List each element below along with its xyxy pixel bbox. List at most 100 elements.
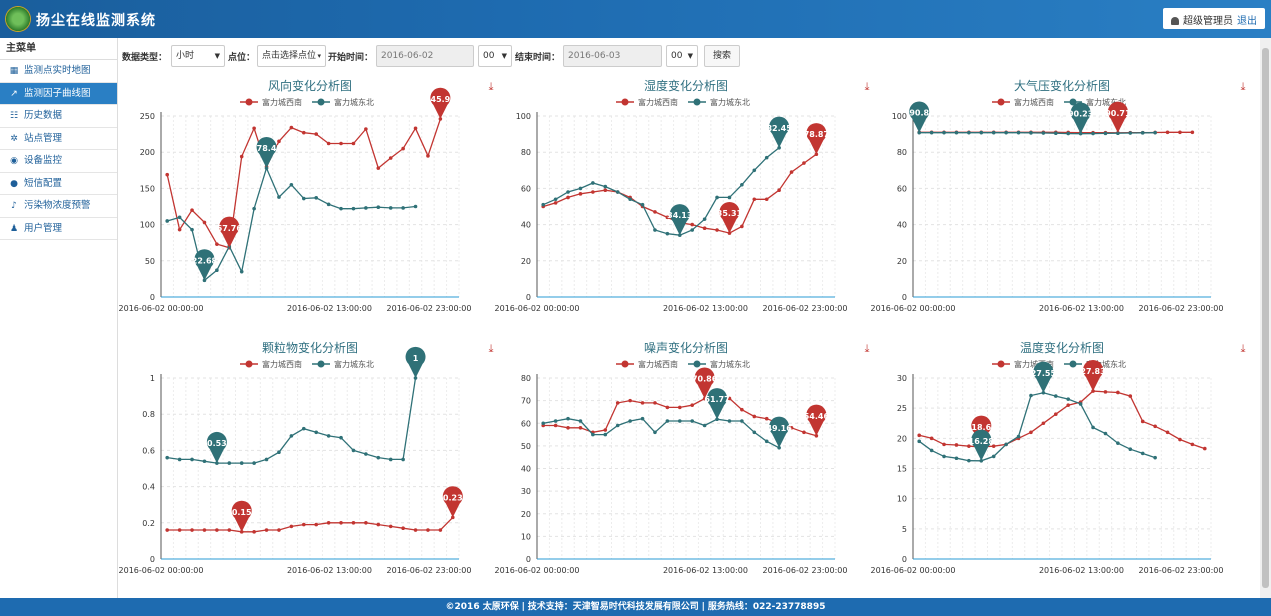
data-point[interactable] [1165, 130, 1170, 135]
data-point[interactable] [615, 423, 620, 428]
marker-pin[interactable] [971, 429, 992, 461]
data-point[interactable] [690, 222, 695, 227]
marker-pin[interactable] [769, 116, 790, 148]
data-point[interactable] [227, 528, 232, 532]
data-point[interactable] [165, 455, 170, 460]
legend-label[interactable]: 富力城东北 [1086, 97, 1126, 107]
data-point[interactable] [752, 414, 757, 419]
data-point[interactable] [690, 419, 695, 423]
data-point[interactable] [653, 401, 657, 405]
data-point[interactable] [628, 398, 632, 403]
data-point[interactable] [967, 130, 971, 135]
marker-pin[interactable] [1070, 102, 1091, 134]
data-point[interactable] [702, 423, 707, 428]
data-point[interactable] [665, 215, 670, 220]
download-icon[interactable]: ⤓ [1241, 80, 1246, 93]
data-point[interactable] [917, 433, 922, 438]
data-point[interactable] [264, 528, 269, 532]
data-point[interactable] [413, 376, 418, 380]
data-point[interactable] [954, 130, 959, 135]
data-point[interactable] [190, 227, 194, 232]
search-button[interactable]: 搜索 [704, 45, 740, 67]
data-point[interactable] [326, 521, 331, 525]
data-point[interactable] [388, 156, 393, 160]
data-point[interactable] [929, 448, 934, 453]
data-point[interactable] [677, 233, 682, 238]
data-point[interactable] [450, 515, 455, 520]
data-point[interactable] [277, 450, 281, 455]
marker-pin[interactable] [231, 500, 252, 532]
sidebar-item-factor-curves[interactable]: ↗ 监测因子曲线图 [0, 82, 117, 105]
data-point[interactable] [1091, 131, 1095, 136]
data-point[interactable] [917, 130, 922, 135]
marker-pin[interactable] [430, 87, 451, 119]
data-point[interactable] [190, 208, 194, 212]
data-point[interactable] [653, 430, 657, 435]
data-point[interactable] [1004, 442, 1008, 447]
start-hour-select[interactable]: 00 ▼ [478, 45, 512, 67]
marker-pin[interactable] [769, 416, 790, 448]
marker-pin[interactable] [719, 201, 740, 234]
data-point[interactable] [239, 269, 244, 274]
sidebar-item-realtime-map[interactable]: ▦ 监测点实时地图 [0, 60, 117, 83]
marker-pin[interactable] [694, 367, 715, 399]
data-point[interactable] [1140, 451, 1145, 456]
data-point[interactable] [752, 430, 757, 435]
data-point[interactable] [177, 457, 182, 462]
data-point[interactable] [603, 188, 608, 193]
data-point[interactable] [1140, 131, 1145, 135]
data-point[interactable] [376, 205, 381, 210]
data-point[interactable] [553, 197, 558, 202]
user-box[interactable]: 超级管理员 退出 [1163, 8, 1265, 29]
data-point[interactable] [252, 206, 256, 211]
data-point[interactable] [289, 125, 294, 130]
legend-label[interactable]: 富力城东北 [1086, 359, 1126, 369]
data-point[interactable] [942, 442, 946, 447]
marker-pin[interactable] [194, 249, 215, 281]
download-icon[interactable]: ⤓ [1241, 342, 1246, 355]
marker-pin[interactable] [1083, 359, 1104, 392]
data-point[interactable] [789, 425, 794, 430]
data-point[interactable] [314, 196, 319, 200]
data-point[interactable] [351, 141, 356, 146]
data-point[interactable] [1053, 394, 1058, 398]
data-point[interactable] [715, 228, 719, 232]
data-point[interactable] [1103, 131, 1108, 136]
data-point[interactable] [1029, 393, 1033, 398]
data-point[interactable] [541, 202, 546, 207]
data-point[interactable] [215, 242, 219, 246]
marker-pin[interactable] [206, 431, 227, 464]
data-point[interactable] [252, 530, 256, 534]
data-point[interactable] [715, 195, 719, 200]
data-point[interactable] [665, 405, 670, 410]
marker-pin[interactable] [707, 388, 728, 420]
marker-pin[interactable] [219, 216, 240, 248]
data-point[interactable] [615, 401, 620, 405]
data-point[interactable] [740, 419, 744, 423]
logout-link[interactable]: 退出 [1237, 16, 1257, 27]
data-point[interactable] [376, 166, 381, 170]
data-point[interactable] [326, 202, 331, 207]
data-point[interactable] [764, 416, 769, 421]
data-point[interactable] [1091, 389, 1095, 393]
scrollbar[interactable] [1260, 38, 1271, 598]
type-select[interactable]: 小时 ▼ [171, 45, 225, 67]
data-point[interactable] [239, 154, 244, 159]
data-point[interactable] [1041, 421, 1046, 426]
data-point[interactable] [578, 419, 583, 423]
data-point[interactable] [289, 434, 294, 438]
data-point[interactable] [677, 405, 682, 410]
data-point[interactable] [991, 130, 996, 135]
sidebar-item-history[interactable]: ☷ 历史数据 [0, 105, 117, 128]
data-point[interactable] [1178, 130, 1182, 135]
data-point[interactable] [578, 186, 583, 191]
data-point[interactable] [789, 170, 794, 174]
end-date-input[interactable]: 2016-06-03 [563, 45, 662, 67]
marker-pin[interactable] [1107, 101, 1128, 133]
legend-label[interactable]: 富力城西南 [638, 359, 678, 369]
data-point[interactable] [764, 197, 769, 202]
data-point[interactable] [967, 444, 971, 448]
data-point[interactable] [401, 526, 405, 531]
data-point[interactable] [690, 403, 695, 407]
data-point[interactable] [752, 168, 757, 173]
